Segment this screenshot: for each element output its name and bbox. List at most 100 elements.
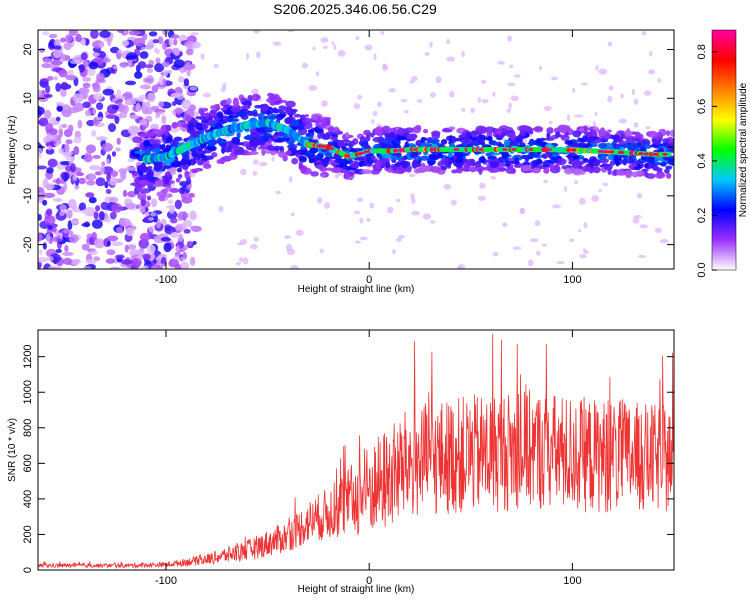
spectrogram-cell: [315, 71, 320, 77]
spectrogram-cell: [410, 75, 418, 82]
spectrogram-cell: [365, 156, 371, 164]
spectrogram-cell: [137, 61, 147, 69]
spectrogram-cell: [177, 173, 183, 179]
spectrogram-cell: [289, 119, 300, 127]
spectrogram-cell: [285, 120, 293, 125]
spectrogram-cell: [366, 217, 371, 223]
spectrogram-cell: [261, 103, 270, 112]
spectrogram-cell: [624, 129, 630, 138]
spectrogram-cell: [93, 238, 103, 249]
spectrogram-cell: [252, 30, 261, 34]
spectrogram-cell: [44, 215, 56, 225]
spectrogram-cell: [96, 72, 105, 83]
y-tick-label: 10: [22, 92, 34, 104]
spectrogram-cell: [146, 195, 152, 201]
spectrogram-cell: [298, 155, 307, 163]
spectrogram-cell: [148, 225, 156, 233]
colorbar: 0.0 0.2 0.4 0.6 0.8 Normalized spectral ampl…: [696, 29, 749, 278]
spectrogram-cell: [240, 114, 249, 120]
spectrogram-cell: [195, 116, 204, 120]
spectrogram-cell: [392, 134, 398, 140]
spectrogram-cell: [167, 199, 173, 205]
spectrogram-cell: [51, 60, 63, 66]
spectrogram-cell: [385, 160, 391, 169]
spectrogram-cell: [139, 51, 149, 59]
spectrogram-cell: [139, 119, 148, 126]
spectrogram-cell: [251, 93, 261, 102]
spectrogram-cell: [73, 146, 80, 156]
spectrogram-cell: [157, 36, 164, 45]
y-tick-label: 800: [22, 419, 34, 437]
spectrogram-cell: [112, 104, 120, 110]
spectrogram-cell: [631, 171, 639, 178]
spectrogram-cell: [143, 101, 151, 109]
spectrogram-cell: [612, 134, 620, 140]
spectrogram-cell: [554, 163, 560, 171]
spectrogram-cell: [579, 254, 587, 259]
spectrogram-cell: [363, 144, 371, 150]
spectrogram-cell: [42, 199, 48, 206]
spectrogram-cell: [88, 196, 97, 204]
spectrogram-cell: [128, 30, 141, 36]
spectrogram-cell: [395, 237, 402, 243]
spectrogram-cell: [64, 143, 70, 153]
spectrogram-cell: [446, 56, 456, 62]
spectrogram-cell: [258, 161, 268, 167]
spectrogram-cell: [205, 112, 210, 119]
spectrogram-cell: [220, 107, 228, 111]
spectrogram-cell: [120, 170, 127, 181]
spectrogram-cell: [519, 142, 526, 148]
spectrogram-cell: [168, 37, 174, 47]
spectrogram-cell: [435, 76, 442, 84]
x-tick-label: 100: [563, 274, 581, 286]
spectrogram-cell: [68, 30, 79, 37]
spectrogram-cell: [556, 158, 567, 166]
spectrogram-cell: [43, 93, 53, 98]
spectrogram-cell: [589, 156, 597, 162]
spectrogram-cell: [653, 162, 665, 166]
spectrogram-cell: [247, 94, 253, 102]
spectrogram-cell: [519, 129, 527, 137]
spectrogram-cell: [253, 142, 258, 149]
spectrogram-cell: [150, 198, 158, 208]
spectrogram-cell: [158, 101, 165, 108]
spectrogram-cell: [320, 100, 329, 107]
spectrogram-cell: [477, 134, 486, 141]
spectrogram-cell: [82, 265, 92, 269]
spectrogram-cell: [315, 153, 324, 161]
spectrogram-cell: [191, 168, 198, 173]
colorbar-tick-label: 0.2: [696, 208, 708, 223]
spectrogram-cell: [194, 124, 204, 128]
spectrogram-cell: [337, 139, 345, 148]
spectrogram-cell: [250, 88, 259, 95]
spectrogram-cell: [397, 127, 406, 136]
spectrogram-cell: [46, 208, 53, 216]
spectrogram-cell: [633, 214, 642, 219]
spectrogram-cell: [321, 173, 326, 178]
spectrogram-xlabel: Height of straight line (km): [298, 284, 415, 295]
spectrogram-cell: [68, 106, 79, 114]
spectrogram-cell: [470, 107, 475, 114]
spectrogram-cell: [101, 142, 113, 152]
spectrogram-cell: [93, 211, 99, 220]
spectrogram-cell: [164, 165, 172, 169]
spectrogram-cell: [154, 179, 164, 186]
spectrogram-cell: [92, 83, 101, 93]
spectrogram-cell: [503, 139, 511, 148]
spectrogram-cell: [46, 255, 54, 262]
spectrogram-cell: [513, 74, 521, 78]
spectrogram-cell: [207, 139, 216, 147]
spectrogram-cell: [200, 109, 205, 118]
y-tick-label: 20: [22, 43, 34, 55]
spectrogram-cell: [133, 178, 139, 183]
spectrogram-cell: [140, 265, 149, 269]
spectrogram-cell: [513, 164, 521, 168]
spectrogram-cell: [474, 161, 482, 168]
colorbar-tick-label: 0.8: [696, 44, 708, 59]
spectrogram-cell: [411, 210, 420, 216]
spectrogram-ylabel: Frequency (Hz): [7, 116, 18, 185]
spectrogram-cell: [317, 132, 323, 139]
spectrogram-cell: [58, 210, 65, 217]
spectrogram-cell: [171, 47, 180, 55]
spectrogram-cell: [532, 126, 543, 132]
